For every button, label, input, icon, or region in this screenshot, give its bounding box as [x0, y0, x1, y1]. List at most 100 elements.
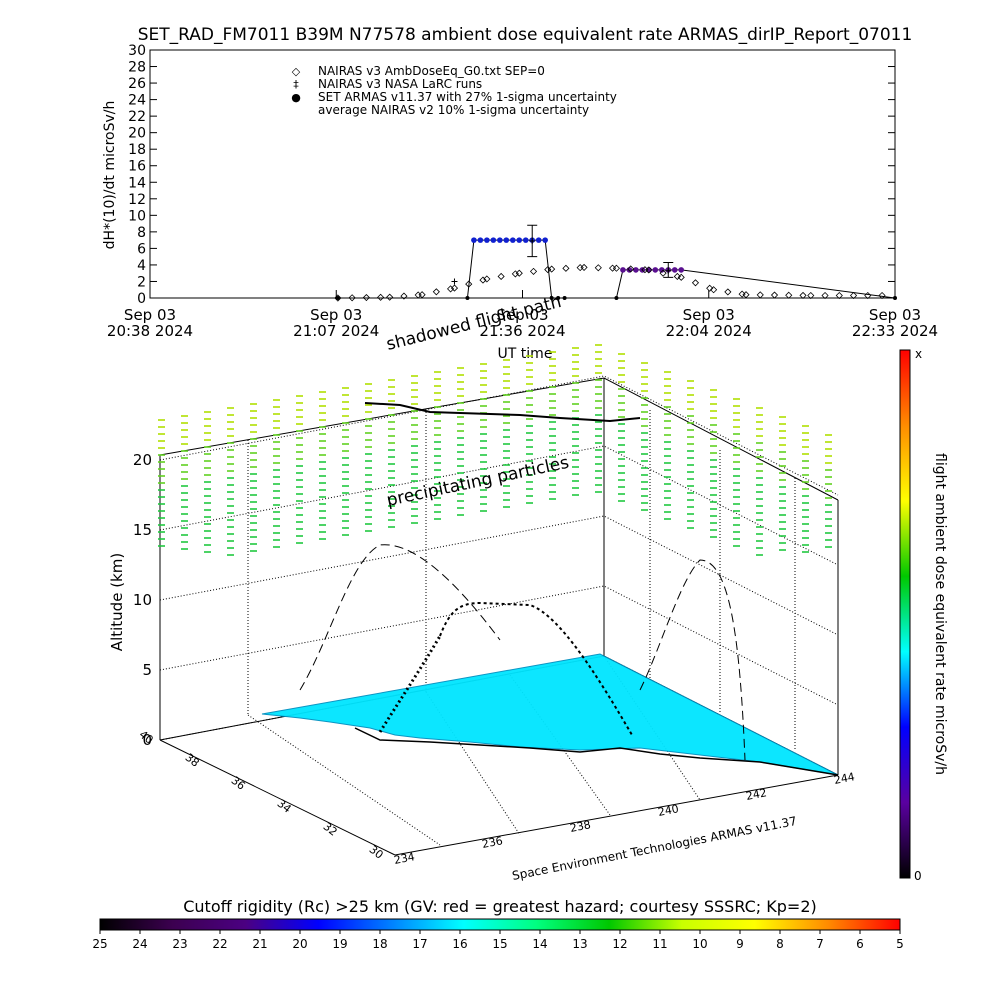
- armas-point: [620, 267, 626, 273]
- armas-point: [671, 267, 678, 273]
- rigidity-tick-label: 17: [412, 937, 427, 951]
- legend-symbol: ●: [291, 91, 301, 104]
- rigidity-tick-label: 5: [896, 937, 904, 951]
- nairas-v3-point: [710, 286, 718, 294]
- nairas-v3-point: [447, 285, 455, 293]
- flight-path-shadow: [299, 544, 746, 761]
- x-tick-label: 20:38 2024: [107, 322, 193, 340]
- top-plot-frame: [149, 49, 896, 299]
- altitude-tick-label: 15: [133, 521, 152, 539]
- lat-axis: [159, 739, 396, 856]
- legend-entry: SET ARMAS v11.37 with 27% 1-sigma uncert…: [318, 90, 617, 104]
- x-tick-label: Sep 03: [124, 306, 176, 324]
- rigidity-tick-label: 8: [776, 937, 784, 951]
- legend-symbol: ◇: [292, 65, 301, 78]
- flight-path-climb: [378, 635, 442, 733]
- altitude-tick-label: 10: [133, 591, 152, 609]
- nairas-v3-point: [562, 264, 570, 272]
- x-tick-label: 22:04 2024: [666, 322, 752, 340]
- y-tick-label: 6: [137, 241, 146, 257]
- cutoff-rigidity-title: Cutoff rigidity (Rc) >25 km (GV: red = g…: [183, 897, 817, 916]
- y-tick-label: 10: [128, 208, 146, 224]
- y-tick-label: 4: [137, 258, 146, 274]
- lat-tick-label: 32: [321, 820, 340, 839]
- lon-tick-label: 236: [481, 834, 504, 851]
- nairas-v3-point: [677, 273, 685, 281]
- nairas-v3-point: [576, 264, 584, 272]
- top-series: [334, 224, 897, 302]
- top-y-axis-label: dH*(10)/dt microSv/h: [102, 101, 118, 250]
- nairas-v3-point: [362, 293, 370, 302]
- armas-point: [465, 296, 470, 300]
- y-tick-label: 14: [128, 175, 146, 191]
- lat-tick-label: 36: [229, 774, 248, 793]
- armas-point: [614, 296, 619, 300]
- dose-rate-colorbar: x 0 flight ambient dose equivalent rate …: [899, 347, 948, 883]
- y-tick-label: 24: [128, 93, 146, 109]
- nairas-v3-point: [497, 272, 505, 281]
- dose-rate-colorbar-fill: [899, 349, 911, 879]
- rigidity-tick-label: 24: [132, 937, 147, 951]
- armas-point: [556, 296, 561, 300]
- credit-label: Space Environment Technologies ARMAS v11…: [511, 814, 798, 883]
- y-tick-label: 26: [128, 76, 146, 92]
- altitude-grid-line: [159, 375, 839, 496]
- 3d-axis-ticks: 0 5 10 15 20 40 38 36 34 32 30 234 236 238 240 242 244: [133, 451, 856, 867]
- armas-point: [658, 267, 665, 273]
- nairas-v3-point: [432, 288, 440, 296]
- legend-entry: NAIRAS v3 NASA LaRC runs: [318, 77, 482, 91]
- nairas-v3-point: [724, 288, 732, 296]
- nairas-v3-point: [483, 275, 491, 283]
- nairas-v3-point: [529, 267, 538, 275]
- altitude-grid-line: [159, 515, 839, 636]
- flight-path-cruise: [439, 601, 633, 736]
- nairas-v3-point: [770, 291, 779, 299]
- armas-point: [535, 237, 542, 243]
- altitude-tick-label: 5: [142, 661, 152, 679]
- armas-point: [335, 296, 340, 300]
- rigidity-tick-label: 9: [736, 937, 744, 951]
- nairas-v3-point: [659, 269, 667, 277]
- larc-point: [451, 278, 458, 285]
- nairas-v3-point: [544, 265, 552, 274]
- rigidity-tick-label: 19: [332, 937, 347, 951]
- y-tick-label: 18: [128, 142, 146, 158]
- altitude-grid-line: [159, 585, 839, 706]
- altitude-tick-label: 20: [133, 451, 152, 469]
- nairas-v3-point: [627, 265, 635, 273]
- y-tick-label: 22: [128, 109, 146, 125]
- y-tick-label: 16: [128, 159, 146, 175]
- altitude-axis-label: Altitude (km): [108, 553, 126, 651]
- y-tick-label: 20: [128, 126, 146, 142]
- nairas-v3-point: [673, 272, 681, 281]
- y-tick-label: 2: [137, 274, 146, 290]
- armas-point: [471, 237, 477, 243]
- lat-tick-label: 34: [275, 797, 294, 816]
- rigidity-tick-label: 7: [816, 937, 824, 951]
- altitude-grid-line: [159, 445, 839, 566]
- top-legend: ◇ NAIRAS v3 AmbDoseEq_G0.txt SEP=0 ‡ NAIRAS…: [291, 64, 617, 117]
- lon-tick-label: 240: [657, 802, 680, 819]
- cutoff-rigidity-ticks: 25 24 23 22 21 20 19 18 17 16 15 14 13 12 11 10 9 8 7 6 5: [92, 930, 904, 951]
- error-bar: [663, 261, 674, 278]
- armas-point: [549, 296, 554, 300]
- rigidity-tick-label: 23: [172, 937, 187, 951]
- armas-point: [490, 237, 497, 243]
- x-tick-label: Sep 03: [496, 306, 548, 324]
- rigidity-tick-label: 6: [856, 937, 864, 951]
- x-tick-label: 22:33 2024: [852, 322, 938, 340]
- nairas-v3-point: [799, 291, 807, 299]
- lat-tick-label: 30: [367, 843, 386, 862]
- rigidity-tick-label: 22: [212, 937, 227, 951]
- lon-tick-label: 244: [833, 770, 856, 787]
- x-tick-label: 21:36 2024: [479, 322, 565, 340]
- error-bar: [527, 224, 538, 258]
- armas-series-line: [337, 239, 896, 299]
- armas-point: [484, 237, 490, 243]
- nairas-v3-point: [450, 284, 459, 292]
- nairas-v3-point: [756, 291, 764, 299]
- nairas-v3-point: [479, 276, 487, 284]
- legend-entry: average NAIRAS v2 10% 1-sigma uncertaint…: [318, 103, 589, 117]
